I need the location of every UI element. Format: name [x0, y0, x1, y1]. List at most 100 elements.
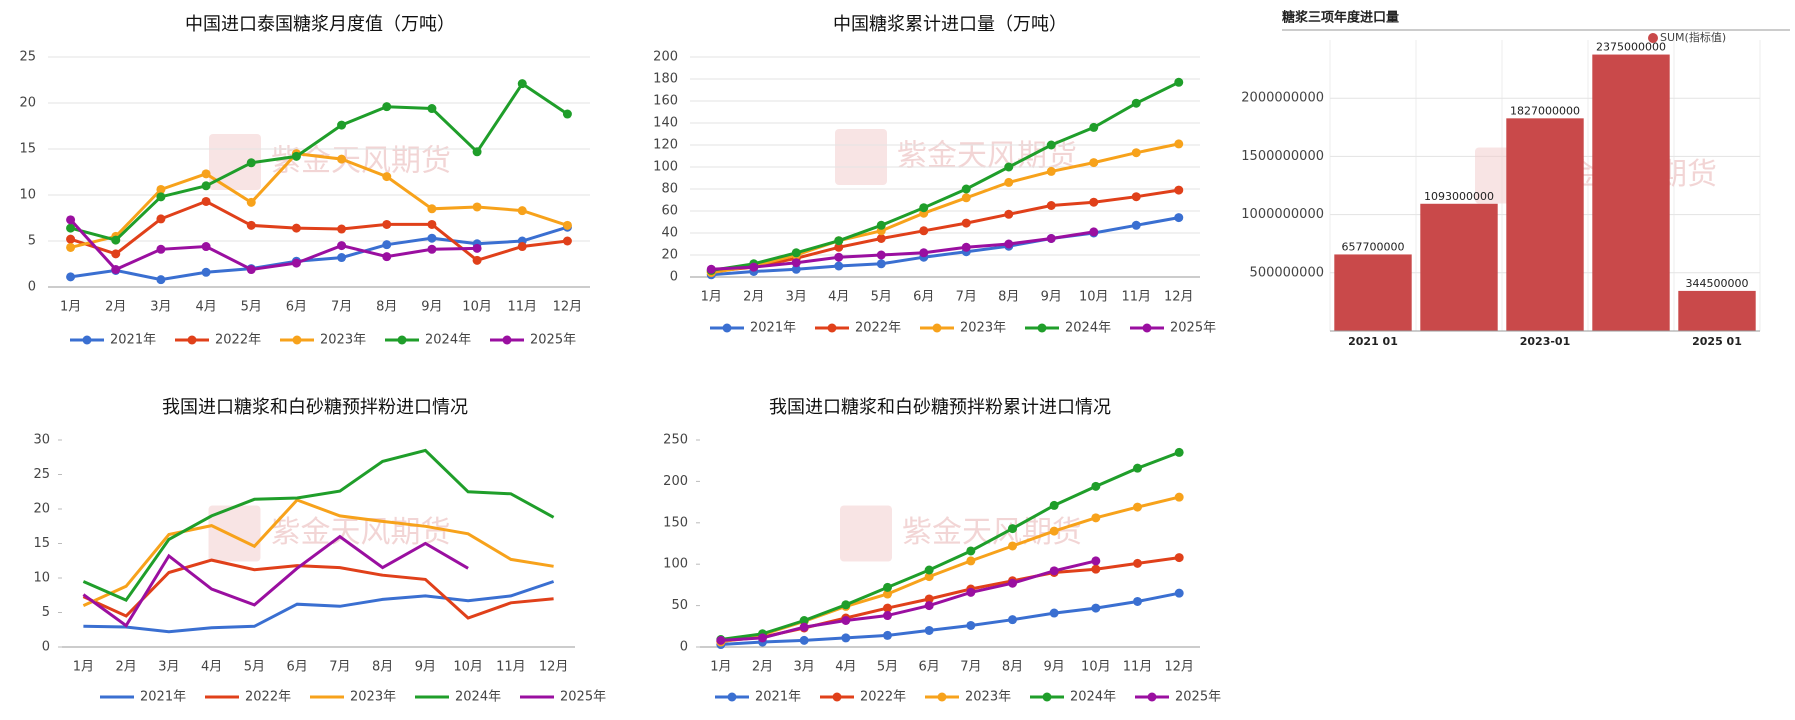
point — [427, 244, 437, 254]
point — [246, 220, 256, 230]
point — [1174, 213, 1184, 223]
x-tick-label: 1月 — [710, 660, 731, 675]
y-tick-label: 0 — [28, 280, 36, 295]
point — [758, 633, 767, 643]
x-tick-label: 2月 — [105, 300, 126, 315]
point — [156, 244, 166, 254]
legend-marker — [1147, 692, 1157, 702]
x-tick-label: 5月 — [877, 660, 898, 675]
point — [919, 226, 929, 236]
y-tick-label: 1500000000 — [1241, 149, 1324, 164]
point — [834, 261, 844, 271]
point — [382, 172, 392, 182]
x-tick-label: 2023-01 — [1520, 335, 1571, 348]
series-line — [82, 558, 554, 620]
y-tick-label: 10 — [19, 188, 36, 203]
series-line — [711, 230, 1095, 271]
point — [966, 587, 976, 597]
series-line — [711, 188, 1180, 273]
point — [1131, 192, 1141, 202]
point — [1089, 227, 1099, 237]
legend-label: 2024年 — [1070, 690, 1116, 705]
legend-marker — [187, 335, 197, 345]
legend-marker — [727, 692, 737, 702]
point — [1004, 239, 1014, 249]
x-tick-label: 11月 — [496, 660, 526, 675]
point — [291, 151, 301, 161]
point — [337, 154, 347, 164]
x-tick-label: 2025 01 — [1692, 335, 1742, 348]
legend-label: 2022年 — [860, 690, 906, 705]
series-line — [70, 152, 568, 249]
point — [961, 184, 971, 194]
chart-title: 中国进口泰国糖浆月度值（万吨） — [185, 14, 455, 35]
point — [883, 630, 892, 640]
point — [883, 589, 892, 599]
y-tick-label: 25 — [33, 467, 50, 482]
point — [1049, 608, 1059, 618]
chart-title: 我国进口糖浆和白砂糖预拌粉累计进口情况 — [769, 397, 1111, 418]
point — [1091, 564, 1101, 574]
x-tick-label: 2月 — [743, 290, 764, 305]
point — [706, 264, 716, 274]
x-tick-label: 2月 — [115, 660, 136, 675]
point — [562, 236, 572, 246]
legend-label: 2023年 — [960, 321, 1006, 336]
point — [876, 250, 886, 260]
point — [834, 242, 844, 252]
y-tick-label: 120 — [653, 138, 678, 153]
point — [1046, 234, 1056, 243]
series-line — [720, 450, 1180, 641]
x-tick-label: 4月 — [828, 290, 849, 305]
point — [111, 249, 121, 259]
y-tick-label: 1000000000 — [1241, 207, 1324, 222]
y-tick-label: 0 — [670, 270, 678, 285]
x-tick-label: 1月 — [73, 660, 94, 675]
legend-label: SUM(指标值) — [1660, 30, 1726, 44]
point — [1133, 558, 1142, 568]
value-label: 657700000 — [1342, 240, 1405, 253]
point — [1133, 463, 1142, 473]
point — [1174, 77, 1184, 87]
point — [841, 616, 851, 626]
x-tick-label: 6月 — [286, 660, 307, 675]
x-tick-label: 4月 — [835, 660, 856, 675]
point — [427, 204, 437, 214]
point — [1049, 526, 1059, 536]
point — [1004, 177, 1014, 187]
point — [1091, 513, 1101, 523]
chart-title: 中国糖浆累计进口量（万吨） — [833, 14, 1067, 35]
point — [1008, 541, 1017, 551]
point — [749, 262, 759, 272]
x-tick-label: 11月 — [1123, 660, 1153, 675]
bar — [1334, 254, 1412, 331]
x-tick-label: 8月 — [1002, 660, 1023, 675]
x-tick-label: 11月 — [1121, 290, 1151, 305]
point — [883, 603, 892, 613]
legend-marker — [937, 692, 947, 702]
point — [841, 633, 851, 643]
point — [1174, 447, 1184, 457]
x-tick-label: 12月 — [539, 660, 569, 675]
point — [562, 220, 572, 230]
series-line — [70, 225, 568, 282]
point — [427, 233, 437, 243]
x-tick-label: 9月 — [1041, 290, 1062, 305]
point — [1089, 158, 1099, 168]
value-label: 344500000 — [1686, 277, 1749, 290]
point — [156, 275, 166, 285]
point — [201, 181, 211, 191]
point — [1049, 500, 1059, 510]
point — [1131, 98, 1141, 108]
point — [291, 258, 301, 268]
point — [961, 218, 971, 228]
point — [1089, 122, 1099, 132]
point — [382, 240, 392, 250]
point — [562, 109, 572, 119]
series-line — [711, 80, 1180, 272]
x-tick-label: 9月 — [421, 300, 442, 315]
bar — [1420, 203, 1498, 331]
point — [517, 206, 527, 216]
x-tick-label: 12月 — [553, 300, 583, 315]
point — [791, 248, 801, 258]
